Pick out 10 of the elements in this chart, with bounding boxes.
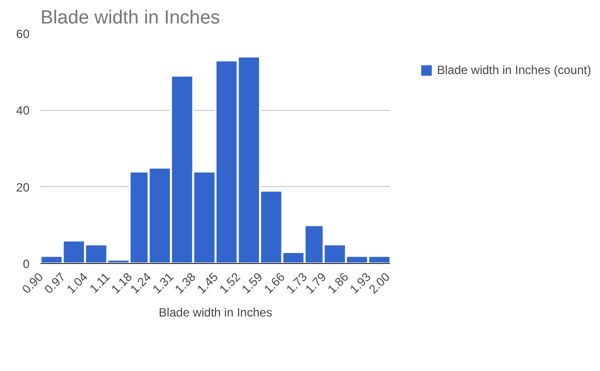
- x-axis-title: Blade width in Inches: [158, 305, 272, 320]
- y-tick-label: 40: [16, 104, 30, 118]
- x-tick-label: 0.90: [19, 270, 46, 296]
- x-tick-label: 1.31: [150, 270, 176, 296]
- chart-title: Blade width in Inches: [40, 8, 220, 28]
- y-tick-label: 60: [16, 27, 30, 41]
- legend-label: Blade width in Inches (count): [437, 63, 592, 77]
- y-tick-label: 0: [22, 257, 30, 271]
- x-tick-label: 1.11: [86, 270, 113, 296]
- y-tick-label: 20: [16, 180, 30, 194]
